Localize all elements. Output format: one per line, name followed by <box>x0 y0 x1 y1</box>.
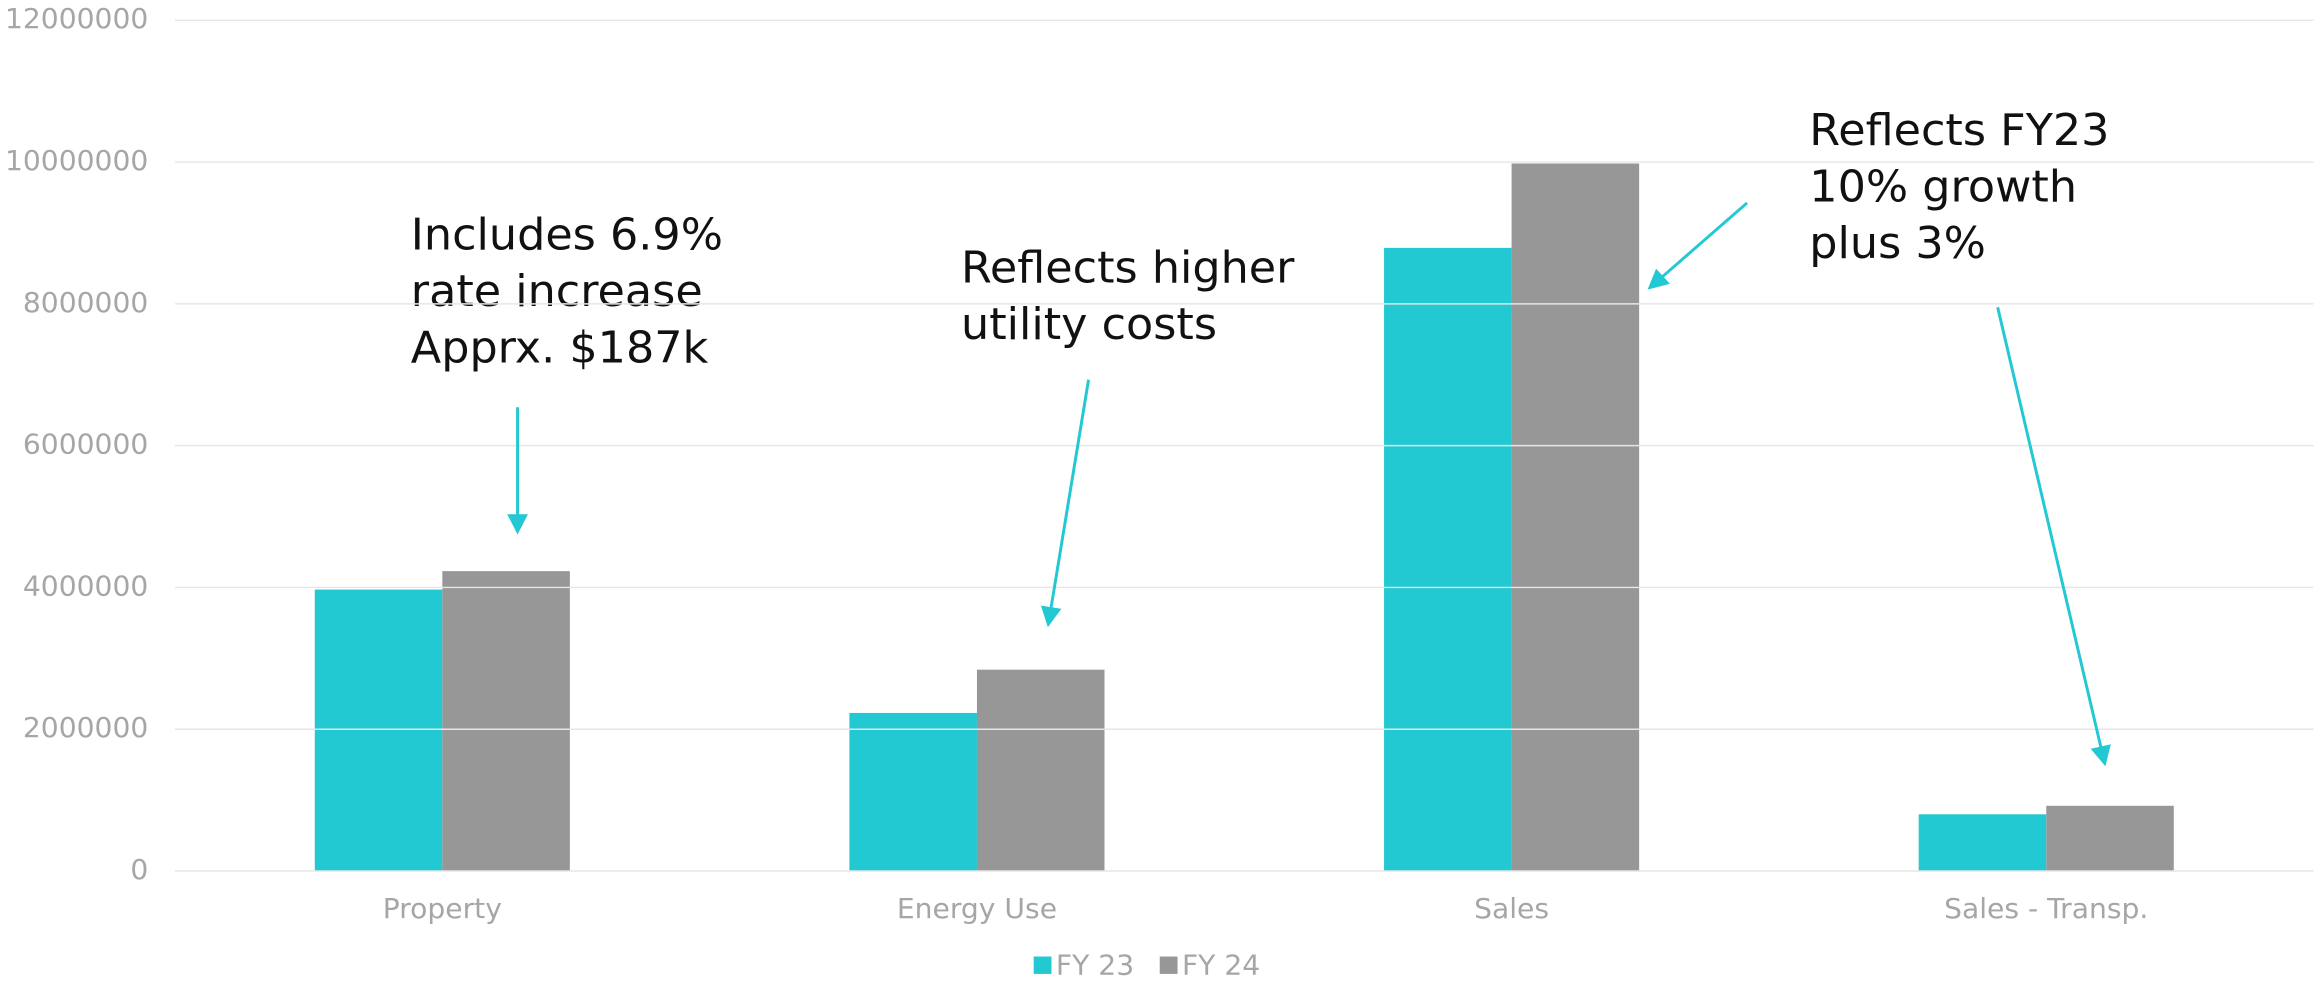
y-tick-label: 6000000 <box>23 428 148 461</box>
annotation: rate increase <box>411 266 703 316</box>
annotation: utility costs <box>961 300 1217 350</box>
annotation: plus 3% <box>1809 218 1986 268</box>
arrow <box>1996 306 2111 767</box>
legend-swatch <box>1033 956 1052 974</box>
y-tick-label: 0 <box>130 853 148 886</box>
bar <box>849 712 977 872</box>
bar <box>976 669 1105 872</box>
annotation: 10% growth <box>1809 162 2077 212</box>
y-tick-label: 10000000 <box>5 144 148 177</box>
x-tick-label: Sales - Transp. <box>1944 892 2148 925</box>
y-tick-label: 4000000 <box>23 570 148 603</box>
arrow <box>1040 379 1091 628</box>
legend-label: FY 24 <box>1182 949 1260 982</box>
x-tick-label: Energy Use <box>897 892 1057 925</box>
x-tick-label: Sales <box>1474 892 1549 925</box>
legend-swatch <box>1159 956 1178 974</box>
y-tick-label: 12000000 <box>5 2 148 35</box>
y-tick-label: 8000000 <box>23 286 148 319</box>
y-tick-label: 2000000 <box>23 711 148 744</box>
annotation: Includes 6.9% <box>411 210 723 260</box>
arrow <box>1647 201 1749 290</box>
bar <box>1384 247 1512 872</box>
bar <box>314 589 443 872</box>
annotation: Apprx. $187k <box>411 323 709 373</box>
bar <box>1918 814 2047 872</box>
bar <box>2046 805 2174 872</box>
x-tick-label: Property <box>383 892 502 925</box>
annotation: Reflects FY23 <box>1809 105 2109 155</box>
legend-label: FY 23 <box>1056 949 1134 982</box>
bar <box>442 571 570 872</box>
bar <box>1511 163 1640 872</box>
annotation: Reflects higher <box>961 243 1295 293</box>
